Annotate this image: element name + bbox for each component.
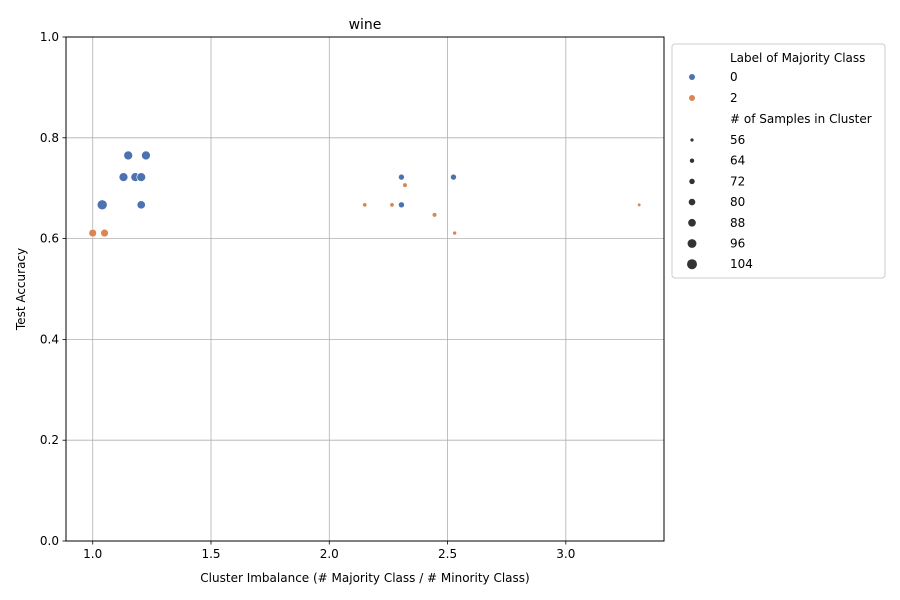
legend-size-label: 64 [730,154,745,168]
data-point [450,173,457,181]
x-tick-label: 1.5 [201,547,220,561]
data-point [136,200,146,210]
x-tick-label: 2.5 [438,547,457,561]
x-axis-label: Cluster Imbalance (# Majority Class / # … [200,571,529,585]
legend-hue-marker [689,74,695,80]
legend-size-marker [687,239,697,248]
data-point [141,150,151,161]
legend-size-marker [688,198,696,206]
y-tick-label: 0.6 [40,232,59,246]
y-tick-label: 1.0 [40,30,59,44]
data-point [100,228,109,238]
legend-size-marker [689,158,695,163]
data-point [88,228,97,238]
y-axis-label: Test Accuracy [14,248,28,331]
legend-size-label: 80 [730,195,745,209]
data-point [637,202,642,207]
legend-size-label: 104 [730,257,753,271]
legend: Label of Majority Class 0 2 # of Samples … [671,43,886,279]
plot-area-frame [65,36,665,542]
legend-size-marker [689,178,695,185]
legend-size-marker [688,218,696,227]
data-points [88,150,642,238]
data-point [398,173,405,181]
data-point [123,150,133,161]
y-tick-label: 0.0 [40,534,59,548]
data-point [389,202,395,208]
legend-size-label: 56 [730,133,745,147]
legend-hue-title: Label of Majority Class [730,51,865,65]
x-tick-label: 1.0 [83,547,102,561]
legend-frame [671,43,886,279]
data-point [402,182,408,188]
legend-hue-label: 0 [730,70,738,84]
legend-size-label: 72 [730,174,745,188]
data-point [398,201,405,209]
legend-size-title: # of Samples in Cluster [730,112,872,126]
y-tick-label: 0.4 [40,332,59,346]
axis-ticks: 1.0 1.5 2.0 2.5 3.0 0.0 0.2 0.4 0.6 0.8 1.0 [40,30,575,561]
legend-size-marker [690,138,694,142]
y-tick-label: 0.2 [40,433,59,447]
x-tick-label: 3.0 [556,547,575,561]
y-tick-label: 0.8 [40,131,59,145]
x-tick-label: 2.0 [320,547,339,561]
legend-size-label: 96 [730,237,745,251]
data-point [431,212,438,218]
data-point [362,202,368,208]
data-point [452,230,457,236]
legend-size-marker [687,259,697,270]
legend-size-label: 88 [730,216,745,230]
legend-hue-marker [689,95,695,101]
data-point [96,199,108,211]
data-point [118,172,129,182]
data-point [136,172,146,182]
legend-hue-label: 2 [730,91,738,105]
chart-title: wine [349,17,382,33]
